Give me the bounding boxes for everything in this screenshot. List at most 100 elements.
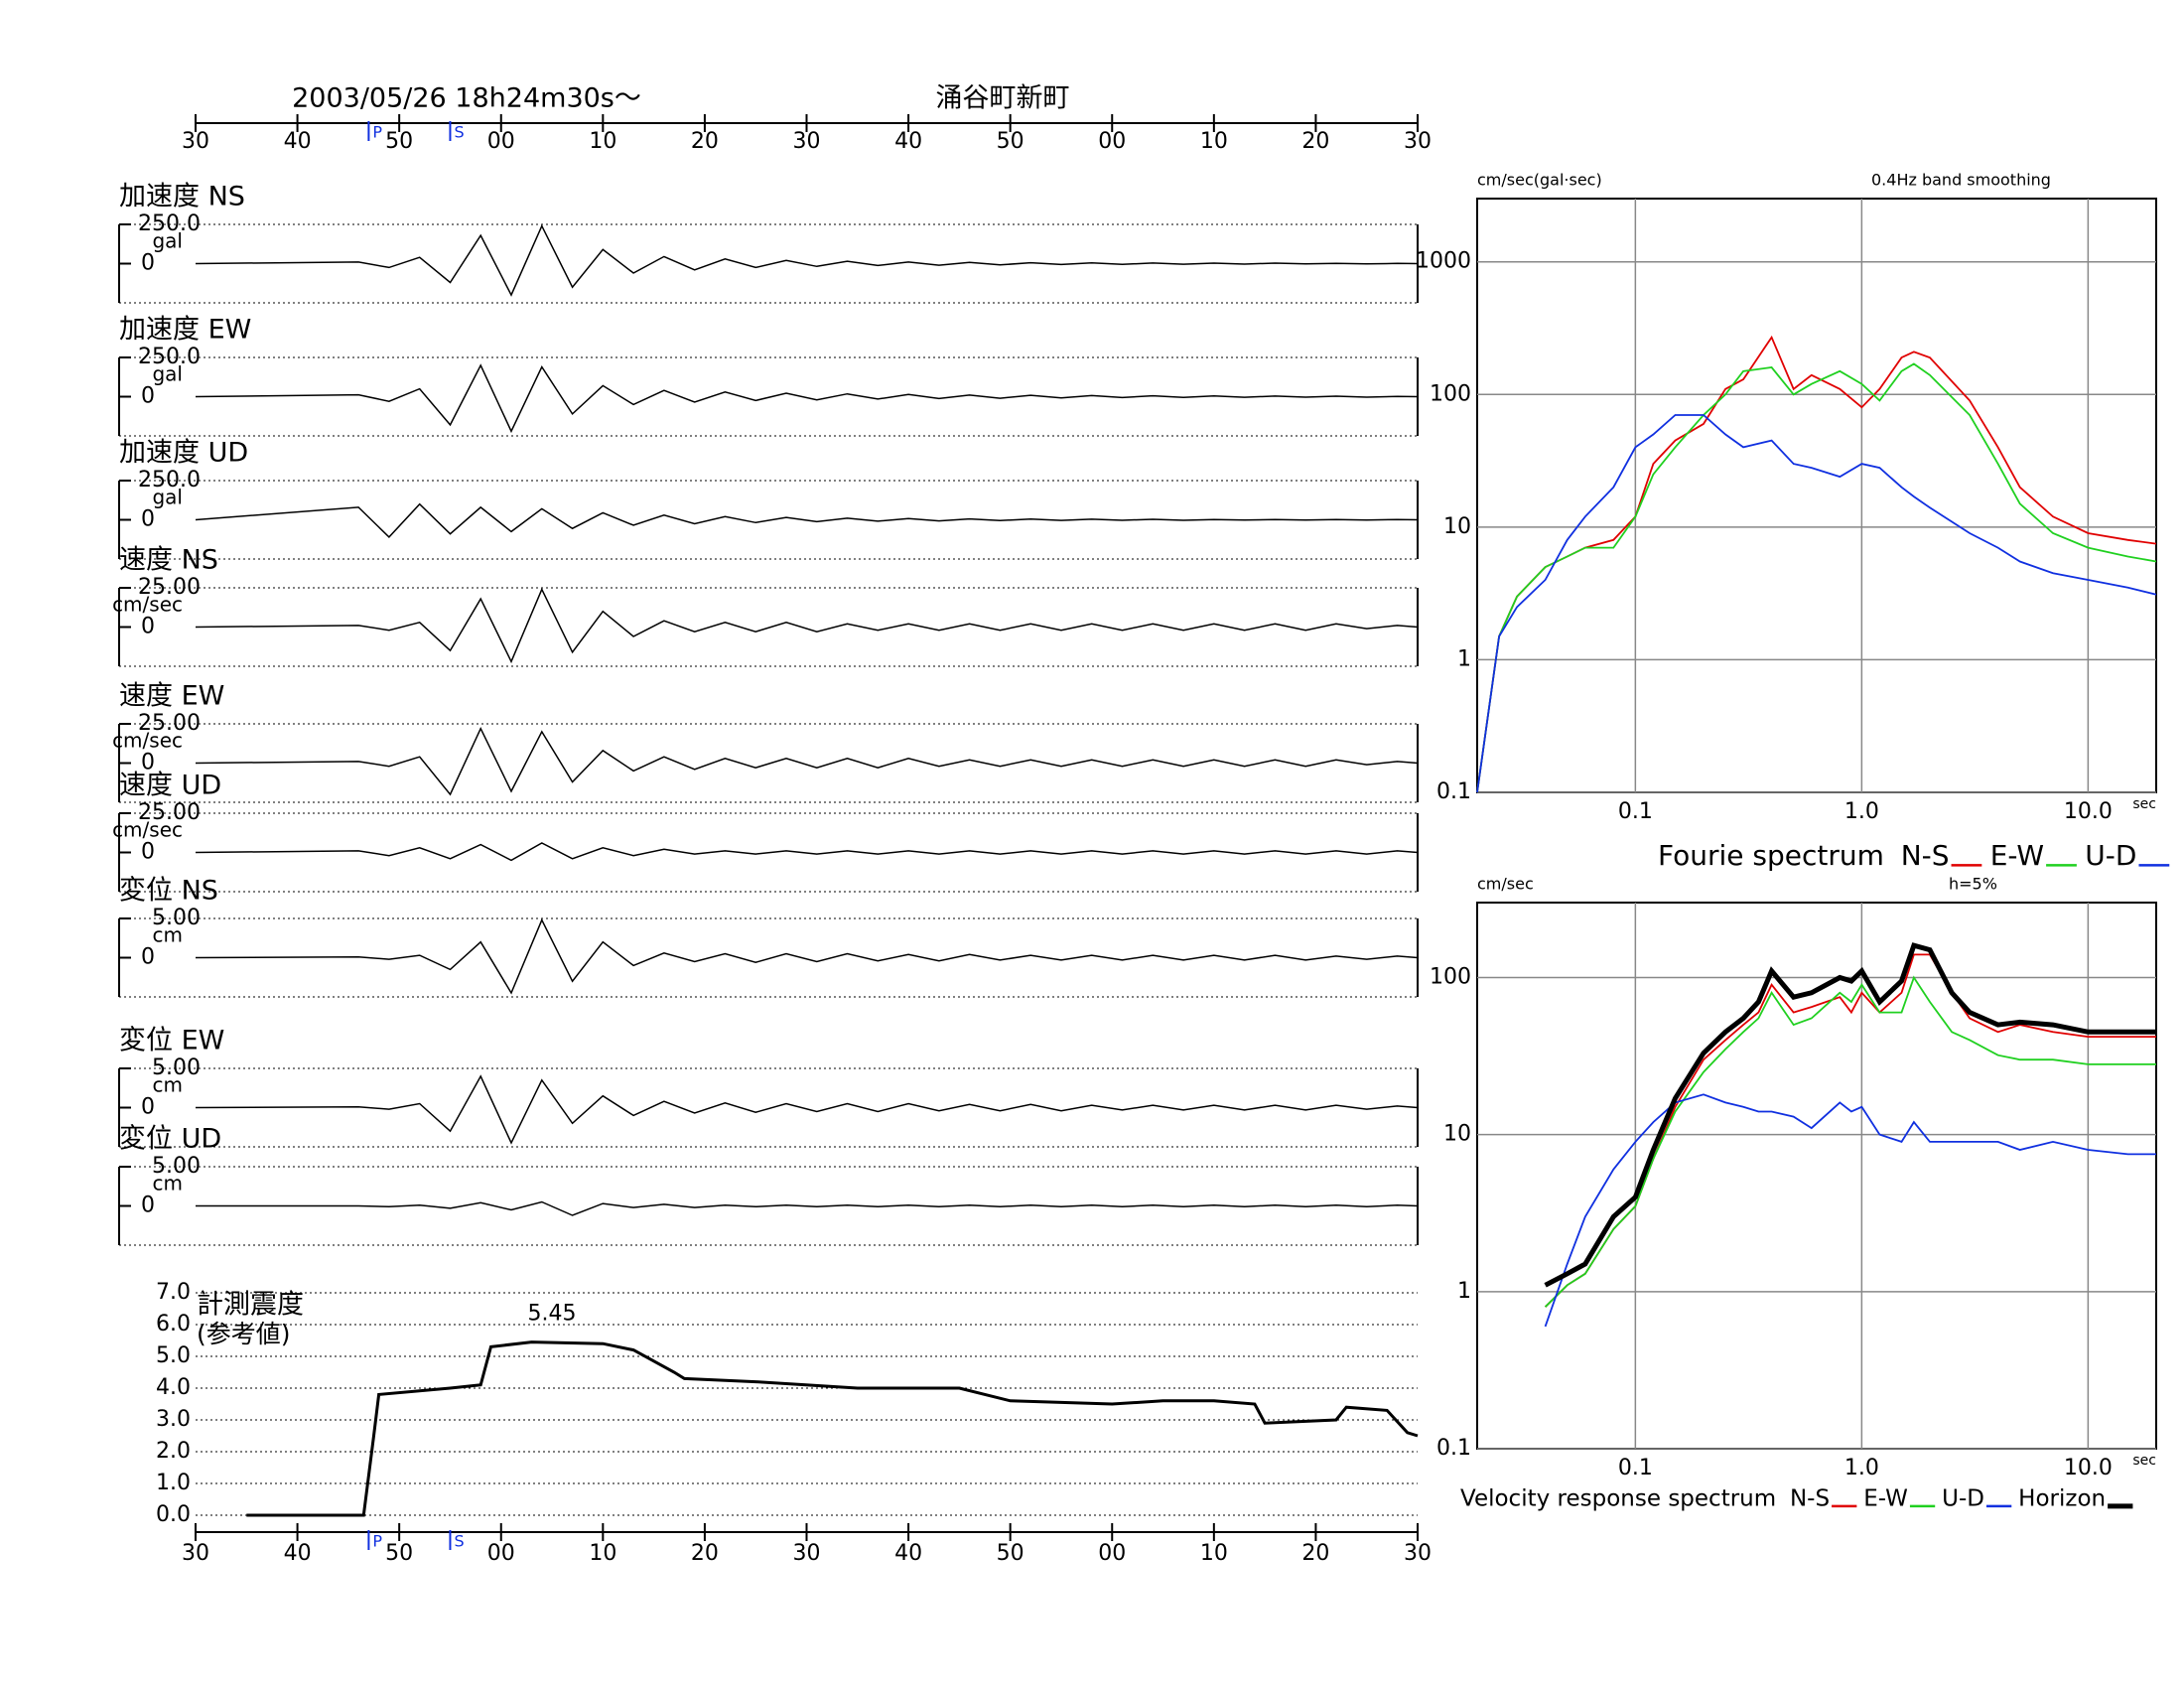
x-tick-label: 10.0 bbox=[2064, 799, 2113, 824]
waveform bbox=[195, 726, 1419, 796]
x-tick-label: 00 bbox=[1098, 1541, 1126, 1566]
x-tick-label: 10 bbox=[1200, 129, 1228, 154]
phase-label: S bbox=[454, 123, 464, 142]
max-label: 5.45 bbox=[528, 1302, 577, 1327]
y-tick-label: 0 bbox=[141, 1095, 155, 1120]
x-tick-label: 20 bbox=[1301, 129, 1329, 154]
phase-label: P bbox=[372, 1532, 382, 1551]
y-tick-label: 0 bbox=[141, 251, 155, 276]
x-tick-label: 10 bbox=[1200, 1541, 1228, 1566]
y-tick-label: 0 bbox=[141, 615, 155, 639]
y-tick-label: 1.0 bbox=[156, 1471, 191, 1495]
panel-title: 速度 EW bbox=[119, 681, 224, 712]
x-tick-label: 00 bbox=[1098, 129, 1126, 154]
panel-title: 加速度 NS bbox=[119, 182, 245, 212]
x-tick-label: 30 bbox=[1404, 129, 1432, 154]
station-name: 涌谷町新町 bbox=[936, 83, 1070, 114]
panel-title: 加速度 UD bbox=[119, 438, 248, 469]
panel-title: 計測震度 bbox=[197, 1290, 304, 1321]
waveform bbox=[195, 1074, 1419, 1145]
y-tick-label: 0 bbox=[141, 751, 155, 775]
unit-label: gal bbox=[152, 229, 183, 253]
x-tick-label: 40 bbox=[894, 1541, 922, 1566]
y-tick-label: 0 bbox=[141, 1194, 155, 1218]
x-tick-label: 00 bbox=[487, 129, 515, 154]
legend-label: U-D bbox=[2085, 839, 2136, 872]
x-tick-label: 50 bbox=[385, 129, 413, 154]
x-tick-label: 50 bbox=[997, 129, 1024, 154]
y-tick-label: 6.0 bbox=[156, 1312, 191, 1336]
x-tick-label: 0.1 bbox=[1618, 799, 1653, 824]
x-tick-label: 30 bbox=[182, 129, 209, 154]
waveform bbox=[195, 363, 1419, 434]
y-tick-label: 1 bbox=[1457, 1279, 1471, 1304]
panel-subtitle: (参考値) bbox=[197, 1320, 291, 1348]
x-tick-label: 40 bbox=[894, 129, 922, 154]
x-tick-label: 30 bbox=[1404, 1541, 1432, 1566]
y-tick-label: 2.0 bbox=[156, 1439, 191, 1464]
y-tick-label: 250.0 bbox=[138, 345, 201, 369]
waveform bbox=[195, 587, 1419, 664]
spectrum-line bbox=[1476, 362, 2157, 793]
y-tick-label: 100 bbox=[1430, 964, 1471, 989]
note: 0.4Hz band smoothing bbox=[1871, 171, 2051, 190]
panel-title: 変位 NS bbox=[119, 876, 218, 907]
waveform bbox=[195, 917, 1419, 995]
unit-label: cm bbox=[153, 1172, 183, 1196]
y-tick-label: 100 bbox=[1430, 381, 1471, 406]
intensity-line bbox=[246, 1340, 1419, 1517]
legend-label: N-S bbox=[1901, 839, 1950, 872]
y-tick-label: 250.0 bbox=[138, 468, 201, 492]
x-tick-label: 20 bbox=[691, 129, 719, 154]
x-tick-label: 30 bbox=[182, 1541, 209, 1566]
unit-label: cm/sec bbox=[1477, 875, 1534, 894]
legend-title: Velocity response spectrum bbox=[1460, 1486, 1776, 1512]
legend-label: Horizon bbox=[2018, 1486, 2106, 1512]
y-tick-label: 0 bbox=[141, 384, 155, 409]
y-tick-label: 0.1 bbox=[1436, 1436, 1471, 1461]
y-tick-label: 5.0 bbox=[156, 1343, 191, 1368]
legend-label: E-W bbox=[1990, 839, 2044, 872]
x-tick-label: 40 bbox=[284, 129, 312, 154]
note: h=5% bbox=[1949, 875, 1997, 894]
x-tick-label: 50 bbox=[997, 1541, 1024, 1566]
y-tick-label: 1000 bbox=[1416, 249, 1471, 274]
y-tick-label: 0 bbox=[141, 945, 155, 970]
y-tick-label: 10 bbox=[1443, 1122, 1471, 1147]
legend-label: U-D bbox=[1942, 1486, 1984, 1512]
y-tick-label: 7.0 bbox=[156, 1280, 191, 1305]
y-tick-label: 5.00 bbox=[152, 1055, 201, 1080]
legend-label: N-S bbox=[1790, 1486, 1830, 1512]
x-tick-label: 0.1 bbox=[1618, 1456, 1653, 1480]
panel-title: 速度 UD bbox=[119, 771, 221, 801]
x-tick-label: 50 bbox=[385, 1541, 413, 1566]
spectrum-line bbox=[1544, 1093, 2156, 1328]
x-tick-label: 10.0 bbox=[2064, 1456, 2113, 1480]
y-tick-label: 25.00 bbox=[138, 711, 201, 736]
y-tick-label: 25.00 bbox=[138, 800, 201, 825]
unit-label: gal bbox=[152, 486, 183, 509]
phase-label: S bbox=[454, 1532, 464, 1551]
legend-label: E-W bbox=[1863, 1486, 1908, 1512]
phase-label: P bbox=[372, 123, 382, 142]
panel-title: 変位 UD bbox=[119, 1124, 221, 1155]
x-tick-label: 20 bbox=[691, 1541, 719, 1566]
legend-title: Fourie spectrum bbox=[1658, 839, 1884, 872]
spectrum-line bbox=[1544, 942, 2156, 1288]
unit-label: gal bbox=[152, 362, 183, 386]
panel-title: 加速度 EW bbox=[119, 315, 251, 346]
y-tick-label: 250.0 bbox=[138, 211, 201, 236]
waveform bbox=[195, 502, 1419, 538]
waveform bbox=[195, 223, 1419, 297]
x-tick-label: 20 bbox=[1301, 1541, 1329, 1566]
y-tick-label: 3.0 bbox=[156, 1407, 191, 1432]
x-unit: sec bbox=[2132, 1453, 2156, 1469]
x-tick-label: 10 bbox=[589, 1541, 616, 1566]
y-tick-label: 10 bbox=[1443, 514, 1471, 539]
y-tick-label: 1 bbox=[1457, 646, 1471, 671]
x-tick-label: 40 bbox=[284, 1541, 312, 1566]
waveform bbox=[195, 842, 1419, 862]
y-tick-label: 0.1 bbox=[1436, 779, 1471, 804]
